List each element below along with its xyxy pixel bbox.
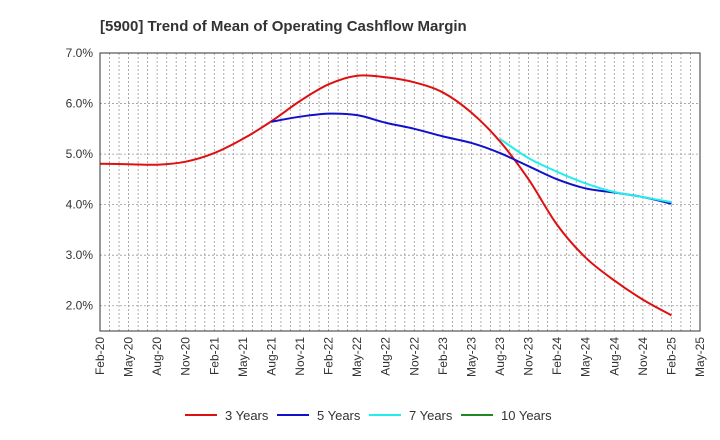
- x-tick-label: May-25: [693, 337, 707, 377]
- x-tick-label: Aug-20: [150, 337, 164, 376]
- y-axis-ticks: 2.0% 3.0% 4.0% 5.0% 6.0% 7.0%: [66, 46, 94, 313]
- chart-title: [5900] Trend of Mean of Operating Cashfl…: [100, 18, 467, 35]
- legend-label-5-years: 5 Years: [317, 408, 361, 423]
- legend-label-3-years: 3 Years: [225, 408, 269, 423]
- series-line-3-years: [99, 74, 672, 317]
- legend-label-10-years: 10 Years: [501, 408, 552, 423]
- series-line-5-years: [271, 112, 672, 205]
- x-tick-label: Nov-21: [293, 337, 307, 376]
- x-tick-label: May-21: [236, 337, 250, 377]
- x-tick-label: Feb-22: [322, 337, 336, 375]
- x-tick-label: May-23: [464, 337, 478, 377]
- x-tick-label: Nov-24: [636, 337, 650, 376]
- legend: 3 Years 5 Years 7 Years 10 Years: [185, 408, 552, 423]
- y-tick-label: 7.0%: [66, 46, 94, 60]
- x-tick-label: Nov-23: [522, 337, 536, 376]
- y-tick-label: 5.0%: [66, 147, 94, 161]
- plot-area-border: [99, 52, 701, 332]
- x-tick-label: May-20: [122, 337, 136, 377]
- x-tick-label: Feb-24: [550, 337, 564, 375]
- x-tick-label: Aug-21: [264, 337, 278, 376]
- x-tick-label: Feb-25: [664, 337, 678, 375]
- series-line-7-years: [499, 138, 672, 204]
- x-tick-label: Feb-21: [207, 337, 221, 375]
- x-tick-label: Aug-24: [607, 337, 621, 376]
- y-tick-label: 3.0%: [66, 248, 94, 262]
- x-tick-label: Nov-20: [179, 337, 193, 376]
- x-axis-ticks: Feb-20 May-20 Aug-20 Nov-20 Feb-21 May-21 Aug-…: [93, 337, 707, 377]
- x-tick-label: Aug-23: [493, 337, 507, 376]
- x-tick-label: Nov-22: [407, 337, 421, 376]
- x-tick-label: Aug-22: [379, 337, 393, 376]
- y-tick-label: 6.0%: [66, 97, 94, 111]
- x-tick-label: May-22: [350, 337, 364, 377]
- series-layer: [99, 74, 672, 317]
- x-tick-label: Feb-20: [93, 337, 107, 375]
- y-tick-label: 2.0%: [66, 299, 94, 313]
- x-tick-label: May-24: [579, 337, 593, 377]
- x-tick-label: Feb-23: [436, 337, 450, 375]
- y-tick-label: 4.0%: [66, 198, 94, 212]
- legend-label-7-years: 7 Years: [409, 408, 453, 423]
